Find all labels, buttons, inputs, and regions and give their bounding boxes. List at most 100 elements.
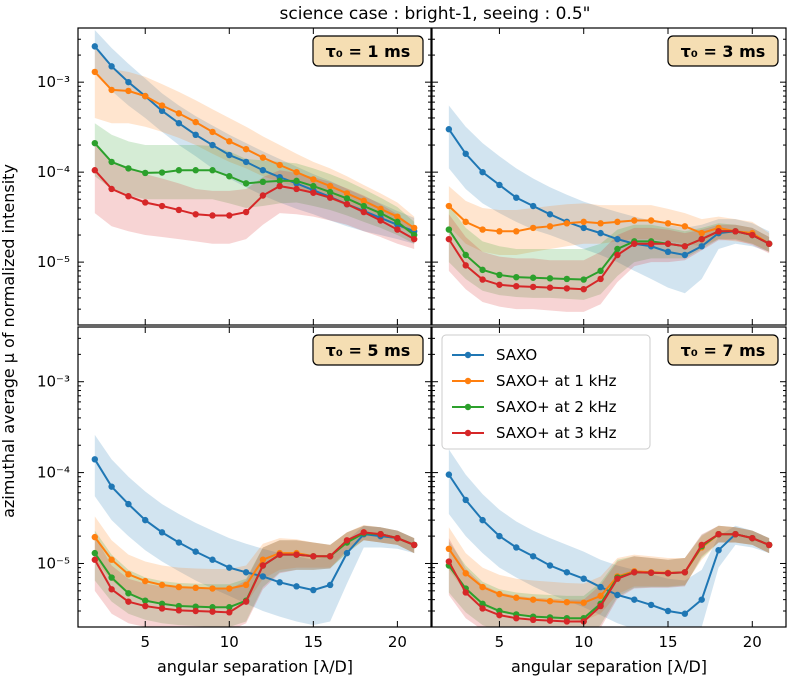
point-saxo-3khz-panel-4-x4 xyxy=(479,605,486,612)
line-saxo-panel-2 xyxy=(448,128,770,257)
point-saxo-3khz-panel-3-x17 xyxy=(343,537,351,544)
point-saxo-1khz-panel-2-x17 xyxy=(698,229,705,237)
point-saxo-3khz-panel-2-x8 xyxy=(546,284,554,291)
point-saxo-2khz-panel-1-x9 xyxy=(209,167,216,174)
point-saxo-panel-3-x15 xyxy=(310,586,317,594)
point-saxo-3khz-panel-3-x20 xyxy=(394,534,401,542)
x-tick-label-10: 10 xyxy=(220,633,239,651)
point-saxo-3khz-panel-4-x8 xyxy=(546,617,554,624)
point-saxo-3khz-panel-3-x5 xyxy=(142,602,149,610)
point-saxo-1khz-panel-1-x3 xyxy=(108,86,115,94)
point-saxo-1khz-panel-1-x10 xyxy=(226,138,233,145)
point-saxo-1khz-panel-3-x2 xyxy=(91,533,99,541)
point-saxo-panel-3-x17 xyxy=(343,549,351,557)
tau-label-panel-4: τ₀ = 7 ms xyxy=(667,334,779,366)
point-saxo-1khz-panel-3-x11 xyxy=(242,581,250,589)
legend-entry-saxo: SAXO xyxy=(452,346,537,364)
point-saxo-panel-4-x4 xyxy=(479,516,486,524)
point-saxo-panel-1-x2 xyxy=(91,43,99,50)
point-saxo-3khz-panel-3-x11 xyxy=(242,598,250,605)
point-saxo-3khz-panel-2-x19 xyxy=(732,228,739,235)
point-saxo-panel-2-x11 xyxy=(597,229,604,237)
point-saxo-3khz-panel-1-x11 xyxy=(242,208,250,216)
point-saxo-panel-1-x4 xyxy=(125,78,132,86)
point-saxo-2khz-panel-2-x6 xyxy=(513,273,520,281)
point-saxo-panel-4-x12 xyxy=(614,591,621,599)
point-saxo-panel-2-x16 xyxy=(681,251,689,259)
point-saxo-2khz-panel-2-x5 xyxy=(496,271,503,279)
point-saxo-2khz-panel-2-x12 xyxy=(614,245,621,253)
point-saxo-3khz-panel-1-x12 xyxy=(259,192,267,199)
point-saxo-1khz-panel-3-x9 xyxy=(209,585,216,592)
point-saxo-panel-2-x2 xyxy=(445,126,453,133)
point-saxo-3khz-panel-1-x19 xyxy=(377,217,384,224)
tau-label-text: τ₀ = 5 ms xyxy=(326,341,411,360)
point-saxo-3khz-panel-4-x15 xyxy=(664,570,672,577)
line-saxo-panel-3 xyxy=(93,458,415,592)
point-saxo-3khz-panel-2-x7 xyxy=(529,283,537,291)
point-saxo-panel-3-x14 xyxy=(293,583,300,590)
point-saxo-3khz-panel-2-x3 xyxy=(462,262,469,269)
point-saxo-1khz-panel-2-x13 xyxy=(631,217,638,224)
point-saxo-2khz-panel-3-x5 xyxy=(142,597,149,604)
point-saxo-3khz-panel-1-x3 xyxy=(108,185,115,193)
point-saxo-panel-4-x6 xyxy=(513,544,520,551)
point-saxo-1khz-panel-2-x14 xyxy=(647,217,655,224)
point-saxo-panel-3-x6 xyxy=(158,529,166,536)
point-saxo-3khz-panel-3-x13 xyxy=(276,551,283,558)
y-tick-label: 10⁻⁵ xyxy=(37,253,70,271)
point-saxo-panel-4-x5 xyxy=(496,532,503,540)
point-saxo-3khz-panel-4-x7 xyxy=(529,616,537,623)
point-saxo-3khz-panel-4-x2 xyxy=(445,558,453,565)
panel-3-plot-area xyxy=(91,434,418,627)
y-tick-label: 10⁻³ xyxy=(37,373,70,391)
y-axis-label: azimuthal average μ of normalized intens… xyxy=(0,164,18,518)
point-saxo-panel-3-x7 xyxy=(175,539,183,546)
point-saxo-2khz-panel-2-x3 xyxy=(462,251,469,259)
point-saxo-panel-1-x6 xyxy=(158,107,166,115)
y-tick-label: 10⁻⁴ xyxy=(37,163,70,181)
figure-title: science case : bright-1, seeing : 0.5" xyxy=(280,4,591,24)
point-saxo-1khz-panel-3-x6 xyxy=(158,581,166,589)
point-saxo-3khz-panel-3-x7 xyxy=(175,607,183,614)
point-saxo-1khz-panel-2-x15 xyxy=(664,220,672,227)
point-saxo-1khz-panel-1-x4 xyxy=(125,87,132,95)
point-saxo-panel-1-x11 xyxy=(242,158,250,166)
point-saxo-2khz-panel-3-x6 xyxy=(158,600,166,607)
point-saxo-3khz-panel-3-x4 xyxy=(125,598,132,605)
point-saxo-3khz-panel-2-x10 xyxy=(580,286,587,293)
point-saxo-3khz-panel-3-x21 xyxy=(410,541,418,549)
legend-box xyxy=(441,334,651,450)
tau-label-panel-2: τ₀ = 3 ms xyxy=(667,35,779,67)
point-saxo-2khz-panel-1-x16 xyxy=(326,188,334,196)
point-saxo-3khz-panel-4-x5 xyxy=(496,611,503,619)
point-saxo-panel-3-x9 xyxy=(209,556,216,563)
point-saxo-2khz-panel-1-x13 xyxy=(276,177,283,185)
x-tick-label-5: 5 xyxy=(140,633,150,651)
panel-1: 10⁻⁵ 10⁻⁴ 10⁻³ τ₀ = 1 ms xyxy=(37,27,432,326)
point-saxo-3khz-panel-3-x10 xyxy=(226,609,233,616)
point-saxo-1khz-panel-4-x6 xyxy=(513,594,520,601)
point-saxo-panel-4-x8 xyxy=(546,562,554,569)
point-saxo-3khz-panel-2-x20 xyxy=(749,231,756,239)
point-saxo-panel-2-x17 xyxy=(698,243,705,250)
point-saxo-2khz-panel-2-x11 xyxy=(597,267,604,275)
point-saxo-1khz-panel-3-x5 xyxy=(142,577,149,585)
point-saxo-3khz-panel-2-x17 xyxy=(698,235,705,243)
point-saxo-1khz-panel-4-x7 xyxy=(529,596,537,603)
point-saxo-3khz-panel-4-x20 xyxy=(749,534,756,542)
point-saxo-panel-2-x15 xyxy=(664,248,672,256)
point-saxo-3khz-panel-4-x11 xyxy=(597,602,604,610)
point-saxo-2khz-panel-1-x15 xyxy=(310,182,317,190)
tau-label-text: τ₀ = 1 ms xyxy=(326,42,411,61)
band-saxo-3khz-panel-1 xyxy=(94,145,415,249)
point-saxo-3khz-panel-4-x6 xyxy=(513,614,520,622)
point-saxo-1khz-panel-1-x14 xyxy=(293,168,300,176)
point-saxo-2khz-panel-1-x8 xyxy=(192,167,199,174)
point-saxo-1khz-panel-1-x9 xyxy=(209,128,216,136)
point-saxo-panel-4-x13 xyxy=(631,596,638,603)
legend-marker xyxy=(464,351,472,359)
point-saxo-1khz-panel-2-x11 xyxy=(597,220,604,227)
point-saxo-1khz-panel-3-x8 xyxy=(192,584,199,591)
